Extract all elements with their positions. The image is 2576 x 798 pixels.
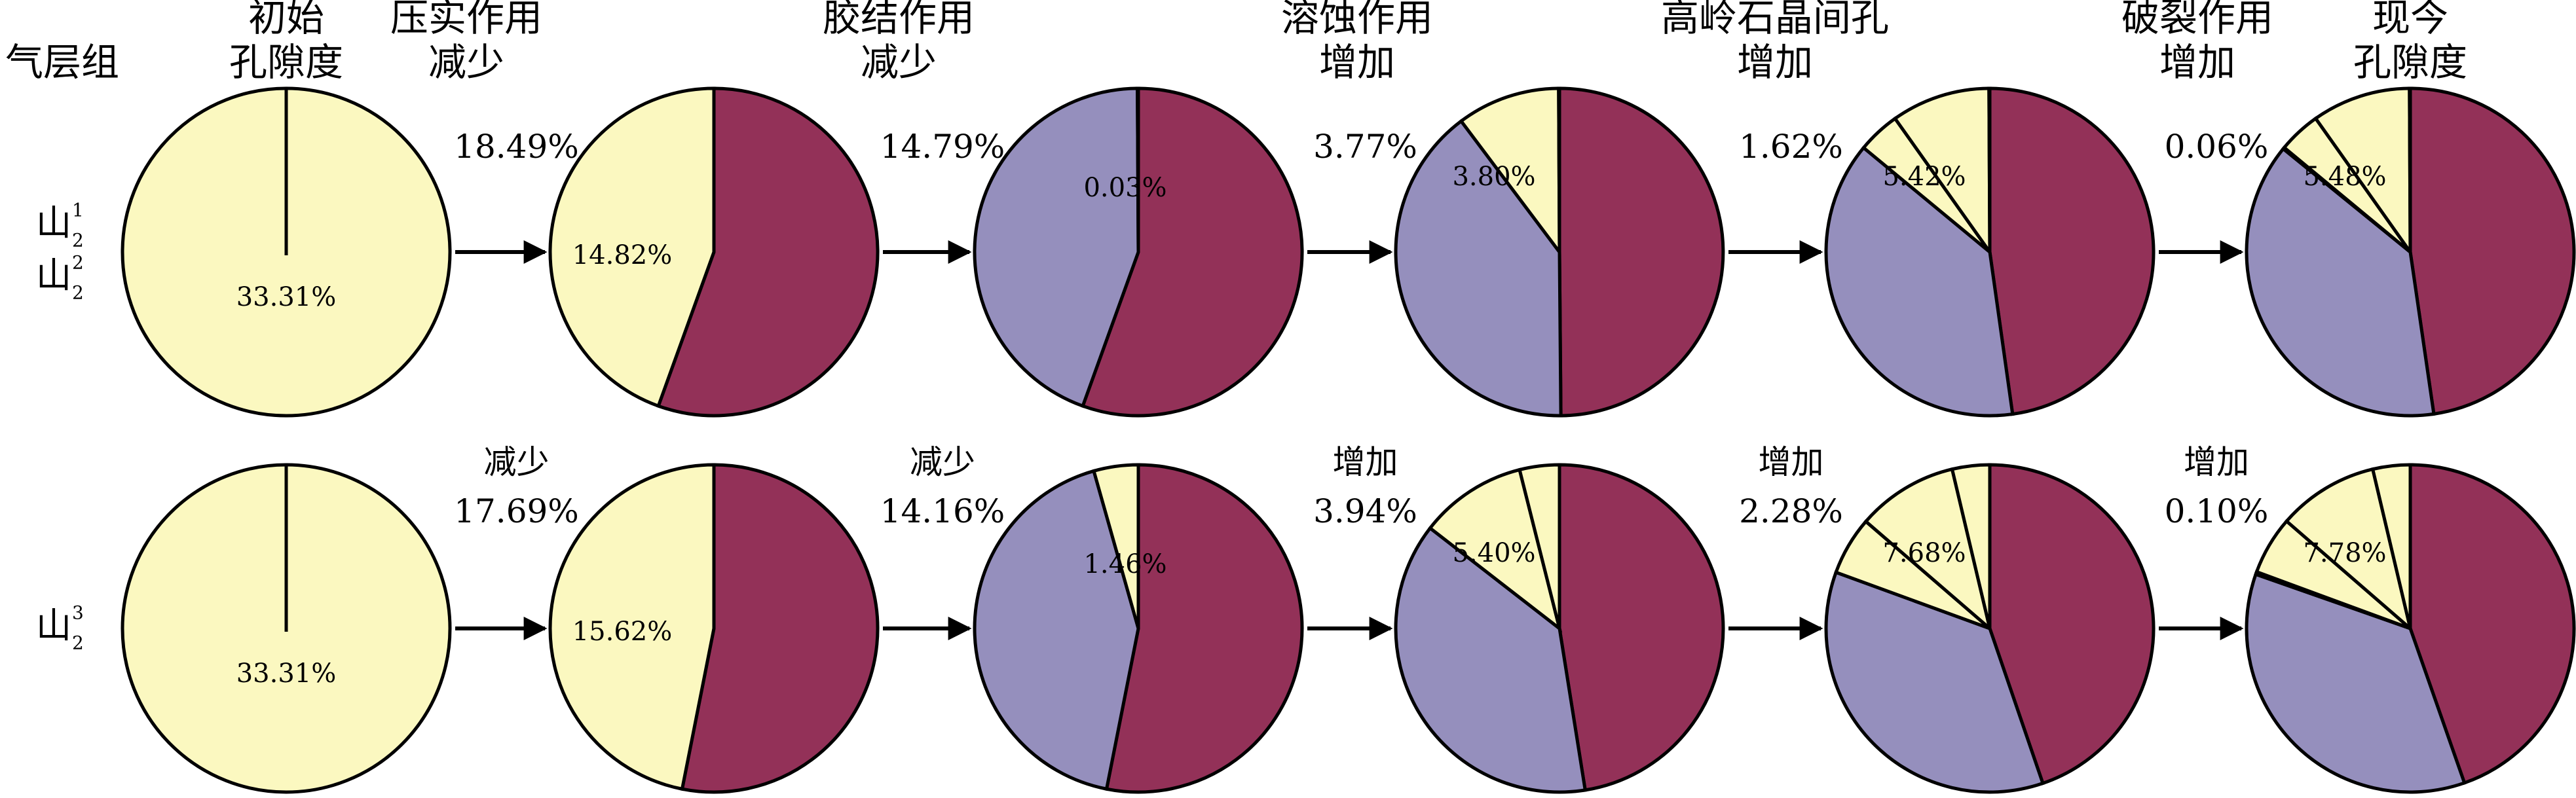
porosity-change-label: 增加 [1759, 443, 1824, 481]
pie-slice [2284, 467, 2414, 633]
formation-subscript: 2 [72, 632, 84, 654]
column-header: 增加 [1319, 40, 1395, 84]
pie-chart: 0.03% [973, 86, 1304, 418]
pie-slice [1988, 86, 2156, 416]
formation-label: 山 [36, 202, 71, 244]
pie-slice [1824, 145, 2015, 418]
porosity-change-label: 1.62% [1739, 128, 1843, 166]
pie-slice [1104, 463, 1304, 794]
column-header: 孔隙度 [2353, 40, 2467, 84]
group-label: 气层组 [5, 40, 119, 84]
pie-value-label: 14.82% [572, 240, 673, 270]
pie-slice [1950, 463, 1992, 629]
column-header: 减少 [861, 40, 937, 84]
pie-chart: 3.80% [1394, 86, 1725, 418]
pie-slice [1394, 118, 1563, 418]
column-header: 现今 [2372, 0, 2448, 40]
pie-value-label: 7.68% [1882, 538, 1966, 568]
pie-slice [1091, 463, 1140, 629]
pie-slice [2313, 86, 2412, 257]
formation-label: 山 [36, 605, 71, 646]
porosity-change-label: 3.94% [1313, 492, 1417, 530]
pie-slice [680, 463, 880, 794]
pie-chart: 7.78% [2245, 463, 2576, 794]
formation-label: 山 [36, 255, 71, 296]
pie-slice [548, 86, 716, 408]
pie-slice [1459, 86, 1561, 257]
pie-slice [1518, 463, 1561, 629]
column-header: 减少 [428, 40, 504, 84]
pie-slice [1394, 526, 1588, 794]
pie-slice [2408, 463, 2576, 786]
pie-chart: 15.62% [548, 463, 880, 794]
pie-slice [656, 86, 880, 418]
pie-slice [1080, 86, 1304, 418]
pie-value-label: 0.03% [1083, 173, 1167, 203]
pie-row: 山 3 2 33.31% 15.62% 1.46% 5.40% 7.68% 7.78% 减少 17.… [36, 443, 2576, 794]
pie-value-label: 1.46% [1083, 549, 1167, 579]
porosity-change-label: 3.77% [1313, 128, 1417, 166]
formation-superscript: 3 [72, 602, 84, 624]
pie-chart: 7.68% [1824, 463, 2156, 794]
porosity-change-label: 2.28% [1739, 492, 1843, 530]
porosity-change-label: 增加 [2184, 443, 2249, 481]
pie-slice [1892, 86, 1992, 257]
pie-value-label: 15.62% [572, 617, 673, 647]
pie-slice [2408, 86, 2576, 416]
porosity-change-label: 18.49% [454, 128, 579, 166]
pie-slice [2370, 463, 2412, 629]
porosity-change-label: 14.16% [880, 492, 1005, 530]
pie-chart: 5.42% [1824, 86, 2156, 418]
pie-slice [973, 469, 1140, 791]
column-header: 孔隙度 [229, 40, 343, 84]
porosity-change-label: 增加 [1333, 443, 1398, 481]
pie-slice [1863, 467, 1993, 633]
column-header: 破裂作用 [2121, 0, 2273, 40]
pie-chart: 5.48% [2245, 86, 2576, 418]
formation-subscript: 2 [72, 282, 84, 304]
pie-value-label: 7.78% [2303, 538, 2386, 568]
pie-slice [548, 463, 716, 791]
formation-superscript: 1 [72, 200, 84, 221]
column-header: 溶蚀作用 [1281, 0, 1433, 40]
pie-chart: 1.46% [973, 463, 1304, 794]
pie-slice [1558, 463, 1725, 792]
porosity-change-label: 0.10% [2165, 492, 2269, 530]
column-header: 压实作用 [390, 0, 542, 40]
column-header: 高岭石晶间孔 [1661, 0, 1889, 40]
pie-value-label: 5.48% [2303, 162, 2386, 192]
porosity-change-label: 17.69% [454, 492, 579, 530]
pie-slice [1558, 86, 1725, 418]
pie-chart: 5.40% [1394, 463, 1725, 794]
pie-slice [2245, 146, 2436, 418]
porosity-change-label: 减少 [484, 443, 550, 481]
formation-superscript: 2 [72, 252, 84, 274]
pie-slice [1987, 86, 1992, 253]
pie-slice [1427, 467, 1563, 633]
column-header: 增加 [2159, 40, 2235, 84]
column-header: 胶结作用 [823, 0, 975, 40]
pie-value-label: 3.80% [1452, 162, 1535, 192]
column-header: 初始 [248, 0, 324, 40]
pie-value-label: 5.40% [1452, 538, 1535, 568]
pie-chart: 14.82% [548, 86, 880, 418]
porosity-change-label: 14.79% [880, 128, 1005, 166]
pie-value-label: 33.31% [236, 282, 337, 312]
formation-subscript: 2 [72, 230, 84, 251]
pie-slice [1824, 570, 2045, 794]
pie-value-label: 33.31% [236, 659, 337, 689]
porosity-change-label: 0.06% [2165, 128, 2269, 166]
pie-rows: 山 12山 22 33.31%14.82%0.03% 3.80% 5.42% 5.48%18… [36, 86, 2576, 794]
porosity-change-label: 减少 [910, 443, 975, 481]
pie-chart: 33.31% [121, 86, 452, 418]
pie-value-label: 5.42% [1882, 162, 1966, 192]
pie-chart: 33.31% [121, 463, 452, 794]
column-header: 增加 [1737, 40, 1813, 84]
pie-slice [973, 86, 1140, 408]
pie-row: 山 12山 22 33.31%14.82%0.03% 3.80% 5.42% 5.48%18… [36, 86, 2576, 418]
pie-slice [1988, 463, 2156, 786]
header: 气层组初始孔隙度压实作用减少胶结作用减少溶蚀作用增加高岭石晶间孔增加破裂作用增加… [5, 0, 2467, 84]
